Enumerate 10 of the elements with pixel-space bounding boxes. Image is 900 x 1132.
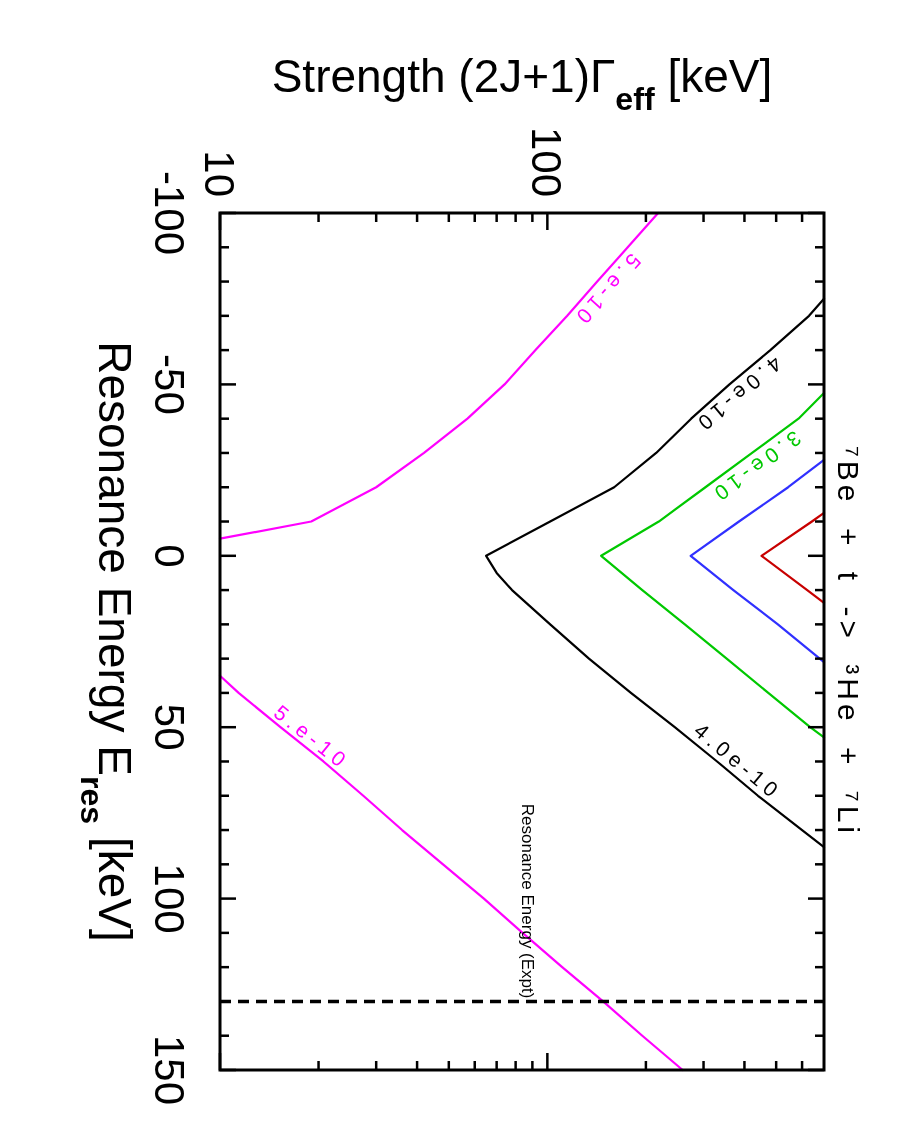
y-tick-label: -100 — [146, 170, 193, 256]
y-tick-label: 0 — [146, 544, 193, 568]
y-tick-label: 150 — [146, 1034, 193, 1106]
x-axis-title: Strength (2J+1)Γ$_{eff}$ [keV] — [271, 50, 773, 117]
y-tick-label: 100 — [146, 863, 193, 934]
y-tick-label: -50 — [146, 354, 193, 415]
y-tick-label: 50 — [146, 703, 193, 751]
x-tick-label: 10 — [196, 150, 243, 197]
ref-line-label: Resonance Energy (Expt) — [518, 803, 537, 999]
text: ⁷Be + t -> ³He + ⁷Li — [832, 446, 865, 837]
